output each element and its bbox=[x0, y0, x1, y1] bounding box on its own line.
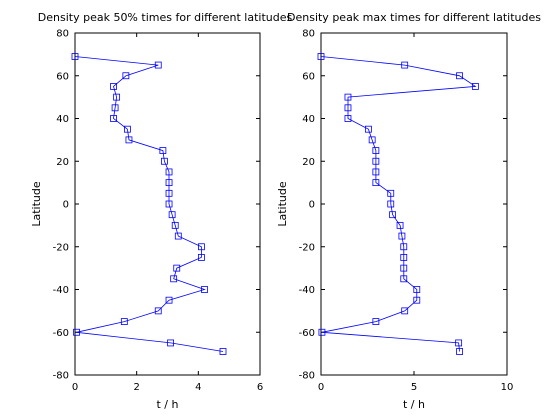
right-data-point bbox=[372, 157, 380, 165]
left-data-point bbox=[113, 93, 121, 101]
right-data-point bbox=[401, 307, 409, 315]
right-data-point bbox=[398, 232, 406, 240]
right-data-point bbox=[400, 264, 408, 272]
left-data-point bbox=[165, 296, 173, 304]
right-data-point bbox=[372, 168, 380, 176]
right-y-tick-label: 40 bbox=[302, 114, 315, 125]
left-plot: Density peak 50% times for different lat… bbox=[30, 11, 293, 411]
right-data-point bbox=[372, 179, 380, 187]
right-data-point bbox=[413, 286, 421, 293]
right-y-tick-label: 60 bbox=[302, 71, 315, 82]
right-y-tick-label: 80 bbox=[302, 29, 315, 40]
left-data-point bbox=[219, 348, 227, 355]
right-data-point bbox=[387, 200, 395, 208]
right-data-point bbox=[318, 328, 326, 336]
right-data-point bbox=[344, 93, 352, 101]
left-data-point bbox=[154, 61, 162, 69]
left-data-point bbox=[170, 275, 178, 283]
right-data-point bbox=[456, 72, 463, 80]
right-data-point bbox=[372, 147, 380, 154]
right-data-point bbox=[400, 254, 408, 261]
left-data-point bbox=[125, 136, 133, 144]
right-data-point bbox=[400, 275, 408, 283]
right-plot-ticks: 0 5 10 -80 -60 -40 -20 0 20 40 60 80 bbox=[299, 29, 514, 394]
left-data-point bbox=[165, 200, 173, 208]
right-x-tick-label: 5 bbox=[411, 382, 417, 393]
left-y-tick-label: -80 bbox=[53, 371, 69, 382]
right-data-point bbox=[372, 318, 380, 325]
left-data-point bbox=[122, 72, 130, 80]
right-data-point bbox=[365, 125, 372, 133]
right-data-point bbox=[471, 83, 479, 90]
right-plot-frame bbox=[320, 32, 508, 376]
left-data-point bbox=[174, 232, 182, 240]
right-y-tick-label: -60 bbox=[299, 328, 315, 339]
left-y-tick-label: 80 bbox=[56, 29, 69, 40]
left-data-point bbox=[73, 328, 80, 336]
left-x-tick-label: 6 bbox=[257, 382, 263, 393]
left-y-tick-label: -60 bbox=[53, 328, 69, 339]
right-data-point bbox=[387, 189, 395, 197]
left-x-tick-label: 0 bbox=[72, 382, 78, 393]
right-data-point bbox=[413, 296, 421, 304]
right-x-tick-label: 0 bbox=[318, 382, 324, 393]
left-data-point bbox=[168, 211, 176, 219]
right-y-tick-label: -40 bbox=[299, 285, 315, 296]
left-data-point bbox=[154, 307, 162, 315]
left-data-point bbox=[198, 243, 205, 251]
right-plot-title: Density peak max times for different lat… bbox=[287, 11, 541, 24]
left-data-point bbox=[110, 115, 117, 122]
left-data-point bbox=[171, 221, 179, 229]
right-y-tick-label: 20 bbox=[302, 157, 315, 168]
left-y-tick-label: -40 bbox=[53, 285, 69, 296]
left-series-line bbox=[74, 56, 224, 352]
right-series-line bbox=[320, 56, 477, 352]
right-data-point bbox=[344, 104, 352, 112]
left-data-point bbox=[110, 83, 117, 90]
left-data-point bbox=[165, 189, 173, 197]
left-x-tick-label: 2 bbox=[133, 382, 139, 393]
left-data-point bbox=[167, 339, 174, 347]
right-plot-xlabel: t / h bbox=[403, 398, 425, 411]
left-y-tick-label: 40 bbox=[56, 114, 69, 125]
left-plot-ylabel: Latitude bbox=[30, 181, 43, 227]
right-y-tick-label: -20 bbox=[299, 242, 315, 253]
right-data-point bbox=[396, 221, 404, 229]
right-data-point bbox=[368, 136, 376, 144]
left-plot-title: Density peak 50% times for different lat… bbox=[38, 11, 293, 24]
left-data-point bbox=[71, 53, 79, 60]
right-y-tick-label: -80 bbox=[299, 371, 315, 382]
right-data-point bbox=[401, 61, 409, 69]
left-y-tick-label: -20 bbox=[53, 242, 69, 253]
right-data-point bbox=[400, 243, 408, 251]
left-data-point bbox=[120, 318, 128, 325]
left-data-point bbox=[124, 125, 131, 133]
left-data-point bbox=[111, 104, 119, 112]
right-y-tick-label: 0 bbox=[309, 200, 315, 211]
left-y-tick-label: 60 bbox=[56, 71, 69, 82]
right-plot: Density peak max times for different lat… bbox=[276, 11, 541, 411]
left-data-point bbox=[173, 264, 181, 272]
left-plot-frame bbox=[74, 32, 261, 376]
left-series-markers bbox=[71, 53, 227, 355]
left-data-point bbox=[161, 157, 168, 165]
right-plot-ylabel: Latitude bbox=[276, 181, 289, 227]
right-data-point bbox=[455, 339, 463, 347]
left-y-tick-label: 20 bbox=[56, 157, 69, 168]
right-data-point bbox=[389, 211, 397, 219]
right-data-point bbox=[317, 53, 325, 60]
right-x-tick-label: 10 bbox=[501, 382, 514, 393]
left-data-point bbox=[165, 168, 173, 176]
left-data-point bbox=[201, 286, 208, 293]
left-x-tick-label: 4 bbox=[195, 382, 201, 393]
left-data-point bbox=[198, 254, 205, 261]
left-y-tick-label: 0 bbox=[63, 200, 69, 211]
right-data-point bbox=[456, 348, 463, 355]
left-data-point bbox=[165, 179, 173, 187]
left-data-point bbox=[159, 147, 167, 154]
right-series-markers bbox=[317, 53, 479, 355]
left-plot-xlabel: t / h bbox=[157, 398, 179, 411]
right-data-point bbox=[344, 115, 352, 122]
